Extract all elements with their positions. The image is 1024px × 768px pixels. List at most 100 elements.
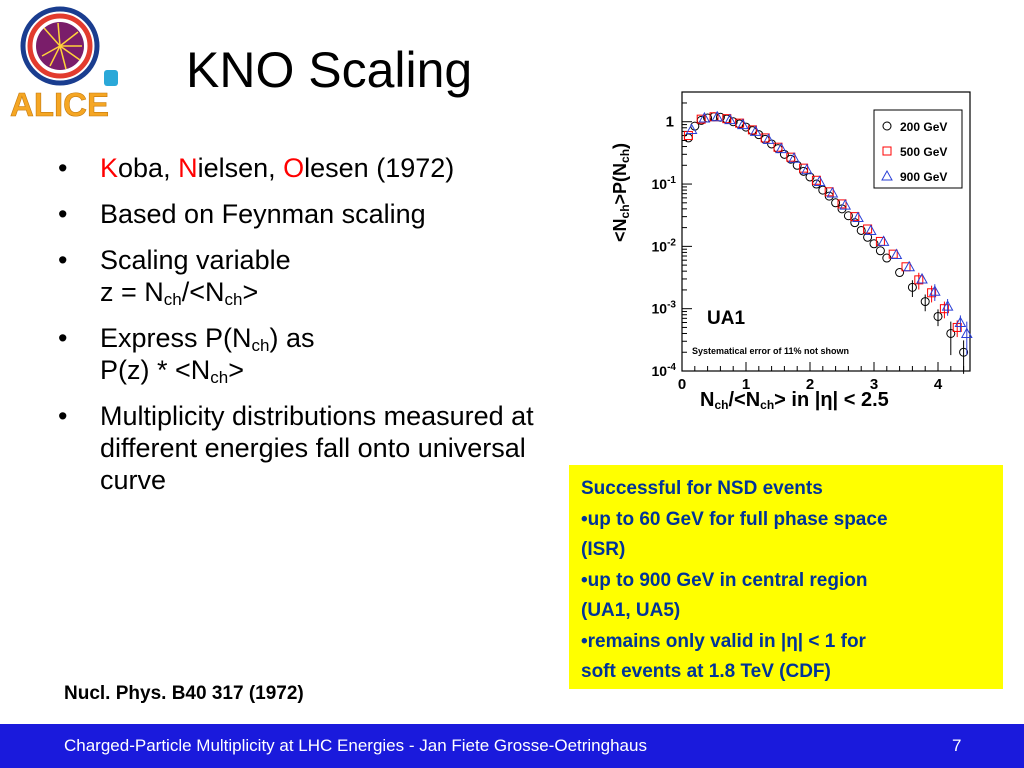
y-tick-label: 1	[666, 114, 674, 131]
note-line: •up to 60 GeV for full phase space	[581, 508, 888, 530]
note-line: soft events at 1.8 TeV (CDF)	[581, 661, 831, 682]
data-point-900gev	[877, 235, 890, 246]
note-line: •remains only valid in |η| < 1 for	[581, 630, 866, 652]
note-line: •up to 900 GeV in central region	[581, 569, 868, 591]
data-point-200gev	[805, 172, 815, 182]
y-tick-label: 10-2	[652, 237, 677, 254]
data-point-200gev	[933, 311, 943, 321]
data-point-900gev	[890, 248, 903, 260]
x-axis-label: Nch/<Nch> in |η| < 2.5	[700, 389, 889, 412]
legend-label: 200 GeV	[900, 120, 947, 134]
bullet-list: Koba, Nielsen, Olesen (1972) Based on Fe…	[58, 152, 558, 510]
ksno-validity-note: Successful for NSD events •up to 60 GeV …	[569, 465, 1003, 689]
data-point-500gev	[722, 114, 732, 124]
data-point-900gev	[864, 224, 877, 235]
data-point-900gev	[954, 316, 967, 328]
x-tick-label: 3	[870, 376, 878, 393]
y-tick-label: 10-3	[652, 300, 677, 317]
experiment-label: UA1	[707, 308, 745, 329]
x-tick-label: 4	[934, 376, 943, 393]
data-point-900gev	[916, 272, 928, 284]
data-point-900gev	[928, 285, 941, 296]
data-point-500gev	[824, 187, 834, 197]
data-point-900gev	[736, 118, 749, 130]
x-tick-label: 2	[806, 376, 814, 393]
legend-label: 900 GeV	[900, 170, 947, 184]
data-point-500gev	[773, 142, 783, 152]
data-point-500gev	[811, 175, 821, 185]
data-point-500gev	[760, 133, 770, 143]
bullet-kno-authors: Koba, Nielsen, Olesen (1972)	[58, 152, 558, 184]
data-point-200gev	[754, 130, 764, 140]
data-point-900gev	[826, 186, 839, 198]
bullet-express: Express P(Nch) asP(z) * <Nch>	[58, 322, 558, 386]
x-tick-label: 0	[678, 376, 686, 393]
data-point-200gev	[959, 347, 969, 357]
data-point-500gev	[683, 131, 693, 141]
data-point-200gev	[856, 225, 866, 235]
data-point-500gev	[850, 212, 860, 222]
data-point-200gev	[875, 246, 885, 256]
note-line: (UA1, UA5)	[581, 600, 681, 621]
data-point-500gev	[927, 288, 937, 298]
data-point-900gev	[960, 327, 973, 338]
data-point-900gev	[788, 152, 800, 163]
data-point-900gev	[839, 199, 852, 210]
note-line: Successful for NSD events	[581, 478, 823, 499]
data-point-200gev	[831, 198, 841, 208]
plot-frame	[681, 91, 971, 372]
data-point-900gev	[941, 300, 954, 311]
data-point-500gev	[735, 118, 745, 128]
data-point-500gev	[799, 163, 809, 173]
legend-label: 500 GeV	[900, 145, 947, 159]
data-point-500gev	[939, 304, 949, 314]
logo-tracks	[41, 22, 82, 70]
data-point-900gev	[724, 113, 736, 125]
data-point-900gev	[903, 260, 916, 272]
data-point-500gev	[863, 224, 873, 234]
logo-figure	[104, 70, 118, 86]
bullet-multiplicity: Multiplicity distributions measured at d…	[58, 400, 558, 496]
bullet-feynman: Based on Feynman scaling	[58, 198, 558, 230]
data-point-900gev	[813, 175, 826, 186]
y-tick-label: 10-1	[652, 175, 677, 192]
data-point-200gev	[683, 133, 693, 143]
logo-text: ALICE	[10, 86, 109, 122]
data-point-200gev	[818, 185, 828, 195]
y-axis-label: <Nch>P(Nch)	[610, 142, 632, 242]
data-point-900gev	[800, 163, 813, 175]
data-point-200gev	[920, 297, 930, 307]
footer-bar: Charged-Particle Multiplicity at LHC Ene…	[0, 724, 1024, 768]
data-point-500gev	[786, 152, 796, 162]
data-point-900gev	[698, 111, 711, 123]
data-point-500gev	[837, 199, 847, 209]
systematic-note: Systematical error of 11% not shown	[692, 346, 849, 356]
footer-text: Charged-Particle Multiplicity at LHC Ene…	[64, 736, 647, 755]
data-point-900gev	[762, 133, 775, 144]
data-point-200gev	[850, 218, 860, 228]
slide-title: KNO Scaling	[186, 42, 473, 98]
data-point-500gev	[696, 114, 706, 124]
data-point-200gev	[895, 268, 905, 278]
data-point-900gev	[749, 125, 762, 136]
data-point-500gev	[747, 125, 757, 135]
alice-logo: ALICE	[10, 6, 118, 122]
kno-plot: 0 1 2 3 4 1 10-1 10-2 10-3 10-4 200 GeV 500 GeV 900 …	[652, 91, 973, 393]
data-point-200gev	[843, 211, 853, 221]
reference: Nucl. Phys. B40 317 (1972)	[64, 683, 304, 704]
data-point-900gev	[775, 142, 788, 154]
logo-ring	[20, 6, 100, 86]
data-point-200gev	[728, 117, 738, 127]
data-point-200gev	[869, 239, 879, 249]
logo-ring-inner	[27, 13, 93, 79]
data-point-900gev	[685, 123, 698, 135]
data-point-900gev	[852, 211, 864, 223]
data-point-500gev	[882, 146, 892, 156]
data-point-900gev	[711, 110, 724, 122]
note-line: (ISR)	[581, 539, 626, 560]
data-point-200gev	[907, 282, 917, 292]
y-tick-label: 10-4	[652, 362, 677, 379]
data-point-200gev	[792, 160, 802, 170]
data-point-500gev	[914, 275, 924, 285]
